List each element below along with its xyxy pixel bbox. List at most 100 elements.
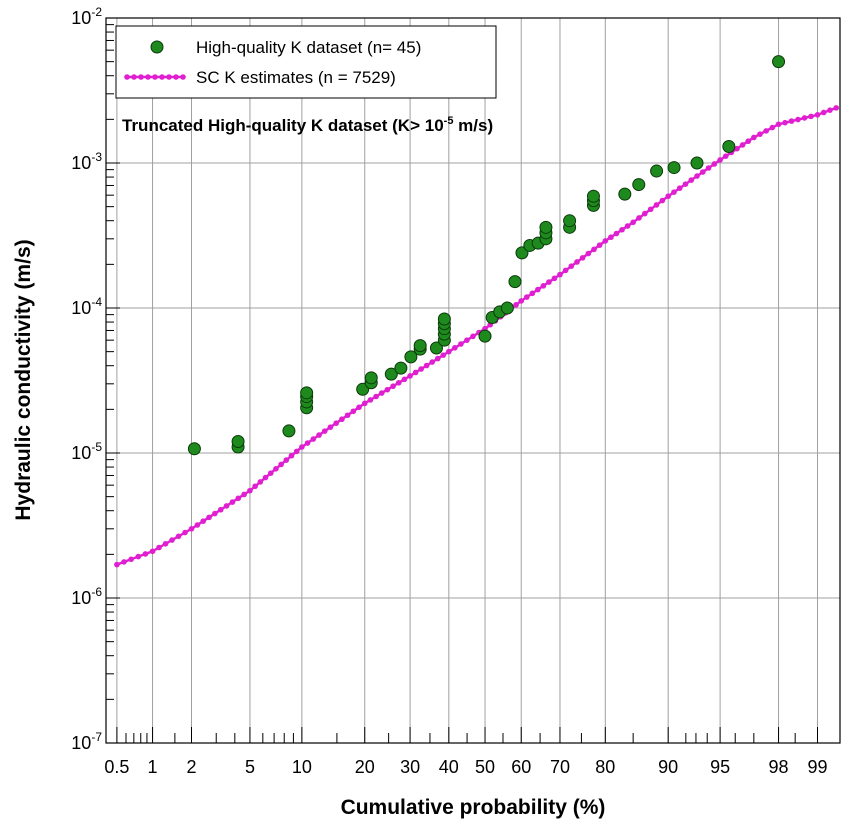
legend-marker-sc-estimates bbox=[124, 74, 186, 80]
sc-estimate-point bbox=[257, 479, 264, 485]
y-tick-labels: 10-2 10-3 10-4 10-5 10-6 10-7 bbox=[71, 5, 102, 753]
sc-estimate-point bbox=[162, 540, 169, 547]
sc-estimate-point bbox=[647, 206, 654, 213]
sc-estimate-point bbox=[194, 522, 201, 528]
sc-estimate-point bbox=[705, 165, 712, 171]
high-quality-k-point bbox=[437, 312, 451, 326]
sc-estimate-point bbox=[356, 404, 362, 411]
high-quality-k-point bbox=[384, 367, 398, 381]
x-tick-label: 80 bbox=[595, 757, 615, 777]
y-tick-label: 10-6 bbox=[71, 585, 102, 608]
high-quality-k-point bbox=[429, 341, 443, 355]
annotation-superscript: -5 bbox=[444, 115, 454, 127]
sc-estimate-point bbox=[585, 250, 592, 257]
sc-estimate-point bbox=[699, 169, 706, 175]
sc-estimate-point bbox=[283, 457, 290, 463]
legend-sc-dot bbox=[173, 74, 179, 80]
sc-estimate-point bbox=[568, 263, 575, 269]
sc-estimate-point bbox=[529, 290, 536, 297]
sc-estimate-point bbox=[513, 302, 519, 308]
sc-estimate-point bbox=[212, 510, 218, 517]
sc-estimate-point bbox=[458, 341, 464, 347]
y-axis-title: Hydraulic conductivity (m/s) bbox=[12, 239, 35, 520]
x-tick-label: 40 bbox=[439, 757, 459, 777]
x-tick-label: 10 bbox=[292, 757, 312, 777]
sc-estimate-point bbox=[423, 362, 430, 369]
legend-sc-dot bbox=[152, 74, 158, 80]
high-quality-k-point bbox=[632, 178, 646, 192]
x-tick-labels: 0.5 1 2 5 10 20 30 40 50 60 70 80 90 95 98 99 bbox=[104, 757, 827, 777]
sc-estimate-point bbox=[267, 470, 274, 476]
sc-estimate-point bbox=[182, 529, 188, 536]
sc-estimate-point bbox=[659, 197, 666, 204]
x-tick-label: 99 bbox=[807, 757, 827, 777]
legend-box bbox=[115, 25, 497, 99]
x-tick-label: 5 bbox=[245, 757, 255, 777]
sc-estimate-point bbox=[344, 412, 351, 419]
annotation-text: Truncated High-quality K dataset (K> 10 bbox=[122, 116, 444, 135]
sc-estimate-point bbox=[316, 432, 322, 438]
sc-estimate-point bbox=[535, 286, 541, 293]
sc-estimate-point bbox=[327, 424, 334, 430]
sc-estimate-point bbox=[247, 487, 253, 494]
sc-estimate-point bbox=[440, 352, 447, 358]
high-quality-k-point bbox=[413, 339, 427, 353]
high-quality-k-point bbox=[563, 214, 577, 228]
sc-estimate-point bbox=[711, 161, 718, 167]
y-tick-label: 10-7 bbox=[71, 730, 102, 753]
sc-estimate-point bbox=[619, 226, 625, 233]
sc-estimate-point bbox=[636, 215, 642, 221]
sc-estimate-point bbox=[630, 219, 636, 226]
truncation-annotation: Truncated High-quality K dataset (K> 10-… bbox=[122, 115, 493, 135]
high-quality-k-point bbox=[515, 246, 529, 260]
sc-estimate-point bbox=[557, 271, 563, 278]
x-tick-label: 0.5 bbox=[104, 757, 129, 777]
annotation-text-end: m/s) bbox=[453, 116, 493, 135]
legend-sc-dot bbox=[138, 74, 144, 80]
sc-estimate-point bbox=[642, 210, 648, 217]
x-tick-label: 30 bbox=[400, 757, 420, 777]
sc-estimate-point bbox=[551, 275, 558, 282]
sc-estimate-point bbox=[350, 408, 357, 415]
sc-estimate-point bbox=[540, 283, 547, 289]
sc-estimate-point bbox=[206, 514, 212, 521]
sc-estimate-point bbox=[682, 181, 689, 187]
sc-estimate-point bbox=[361, 400, 368, 407]
y-tick-label: 10-3 bbox=[71, 150, 102, 173]
sc-estimate-point bbox=[373, 393, 379, 400]
sc-estimate-point bbox=[470, 333, 476, 340]
sc-estimate-point bbox=[795, 116, 801, 123]
sc-estimate-point bbox=[156, 544, 162, 551]
sc-estimate-point bbox=[624, 223, 631, 229]
sc-estimate-point bbox=[665, 193, 671, 200]
sc-estimate-point bbox=[299, 444, 305, 450]
x-tick-label: 98 bbox=[769, 757, 789, 777]
high-quality-k-point bbox=[500, 301, 514, 315]
sc-estimate-point bbox=[235, 495, 242, 502]
y-tick-label: 10-4 bbox=[71, 295, 102, 318]
legend-label-sc-estimates: SC K estimates (n = 7529) bbox=[196, 68, 396, 87]
sc-estimate-point bbox=[304, 440, 311, 446]
sc-estimate-point bbox=[378, 390, 385, 396]
sc-estimate-point bbox=[241, 491, 247, 498]
sc-estimate-point bbox=[579, 254, 586, 261]
sc-estimate-point bbox=[562, 267, 569, 274]
high-quality-k-point bbox=[722, 139, 736, 153]
sc-estimate-point bbox=[769, 124, 776, 131]
sc-estimate-point bbox=[676, 185, 683, 191]
sc-estimate-point bbox=[446, 348, 452, 355]
sc-estimate-point bbox=[273, 466, 279, 472]
sc-estimate-point bbox=[262, 474, 269, 481]
sc-estimate-point bbox=[288, 452, 295, 459]
sc-estimate-point bbox=[135, 553, 142, 560]
sc-estimate-point bbox=[717, 157, 723, 163]
sc-estimate-point bbox=[775, 121, 782, 128]
high-quality-k-point bbox=[404, 350, 418, 364]
sc-estimate-point bbox=[608, 234, 614, 241]
sc-estimate-point bbox=[200, 518, 206, 524]
high-quality-k-point bbox=[478, 329, 492, 343]
sc-estimate-point bbox=[751, 134, 757, 141]
sc-estimate-point bbox=[384, 386, 391, 393]
sc-estimate-point bbox=[188, 526, 195, 532]
